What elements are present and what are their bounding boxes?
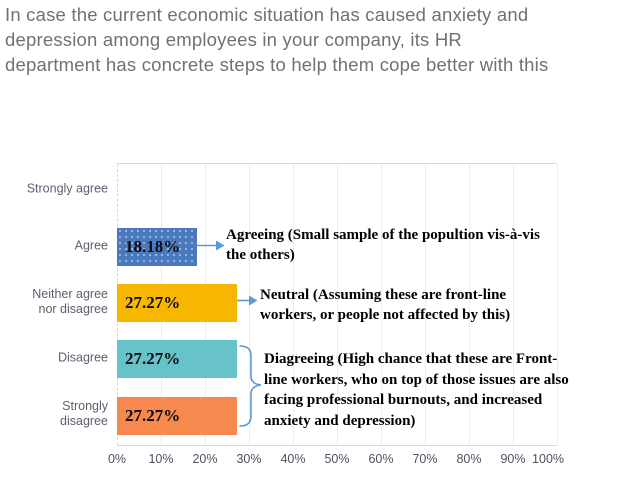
xtick-50: 50% bbox=[324, 452, 350, 466]
gridline-60 bbox=[381, 164, 382, 445]
xtick-90: 90% bbox=[500, 452, 526, 466]
gridline-40 bbox=[293, 164, 294, 445]
category-label-strongly-disagree: Strongly disagree bbox=[60, 399, 108, 428]
xtick-70: 70% bbox=[412, 452, 438, 466]
bar-neither: 27.27% bbox=[117, 284, 237, 322]
plot-area: 18.18% 27.27% 27.27% 27.27% bbox=[117, 163, 558, 446]
xtick-60: 60% bbox=[368, 452, 394, 466]
category-label-disagree: Disagree bbox=[57, 350, 108, 365]
gridline-80 bbox=[469, 164, 470, 445]
bar-value-label: 27.27% bbox=[125, 406, 181, 425]
bar-strongly-disagree: 27.27% bbox=[117, 397, 237, 435]
xtick-30: 30% bbox=[236, 452, 262, 466]
brace-connector-disagreeing bbox=[239, 345, 262, 427]
gridline-100 bbox=[557, 164, 558, 445]
xtick-10: 10% bbox=[148, 452, 174, 466]
xtick-100: 100% bbox=[532, 452, 565, 466]
annotation-disagreeing: Diagreeing (High chance that these are F… bbox=[264, 351, 569, 429]
xtick-40: 40% bbox=[280, 452, 306, 466]
arrow-connector-neutral bbox=[237, 295, 258, 306]
annotation-agreeing: Agreeing (Small sample of the popultion … bbox=[226, 227, 540, 263]
annotation-neutral: Neutral (Assuming these are front-line w… bbox=[260, 287, 511, 323]
gridline-90 bbox=[513, 164, 514, 445]
category-label-strongly-agree: Strongly agree bbox=[26, 181, 108, 196]
chart-title: In case the current economic situation h… bbox=[5, 4, 549, 75]
bar-disagree: 27.27% bbox=[117, 340, 237, 378]
arrow-connector-agree bbox=[196, 240, 225, 251]
xtick-80: 80% bbox=[456, 452, 482, 466]
bar-value-label: 18.18% bbox=[125, 237, 181, 256]
bar-value-label: 27.27% bbox=[125, 293, 181, 312]
bar-value-label: 27.27% bbox=[125, 349, 181, 368]
bar-agree: 18.18% bbox=[117, 228, 197, 266]
category-label-agree: Agree bbox=[74, 238, 108, 253]
xtick-0: 0% bbox=[107, 452, 127, 466]
category-label-neither: Neither agree nor disagree bbox=[32, 287, 108, 316]
gridline-50 bbox=[337, 164, 338, 445]
gridline-70 bbox=[425, 164, 426, 445]
xtick-20: 20% bbox=[192, 452, 218, 466]
